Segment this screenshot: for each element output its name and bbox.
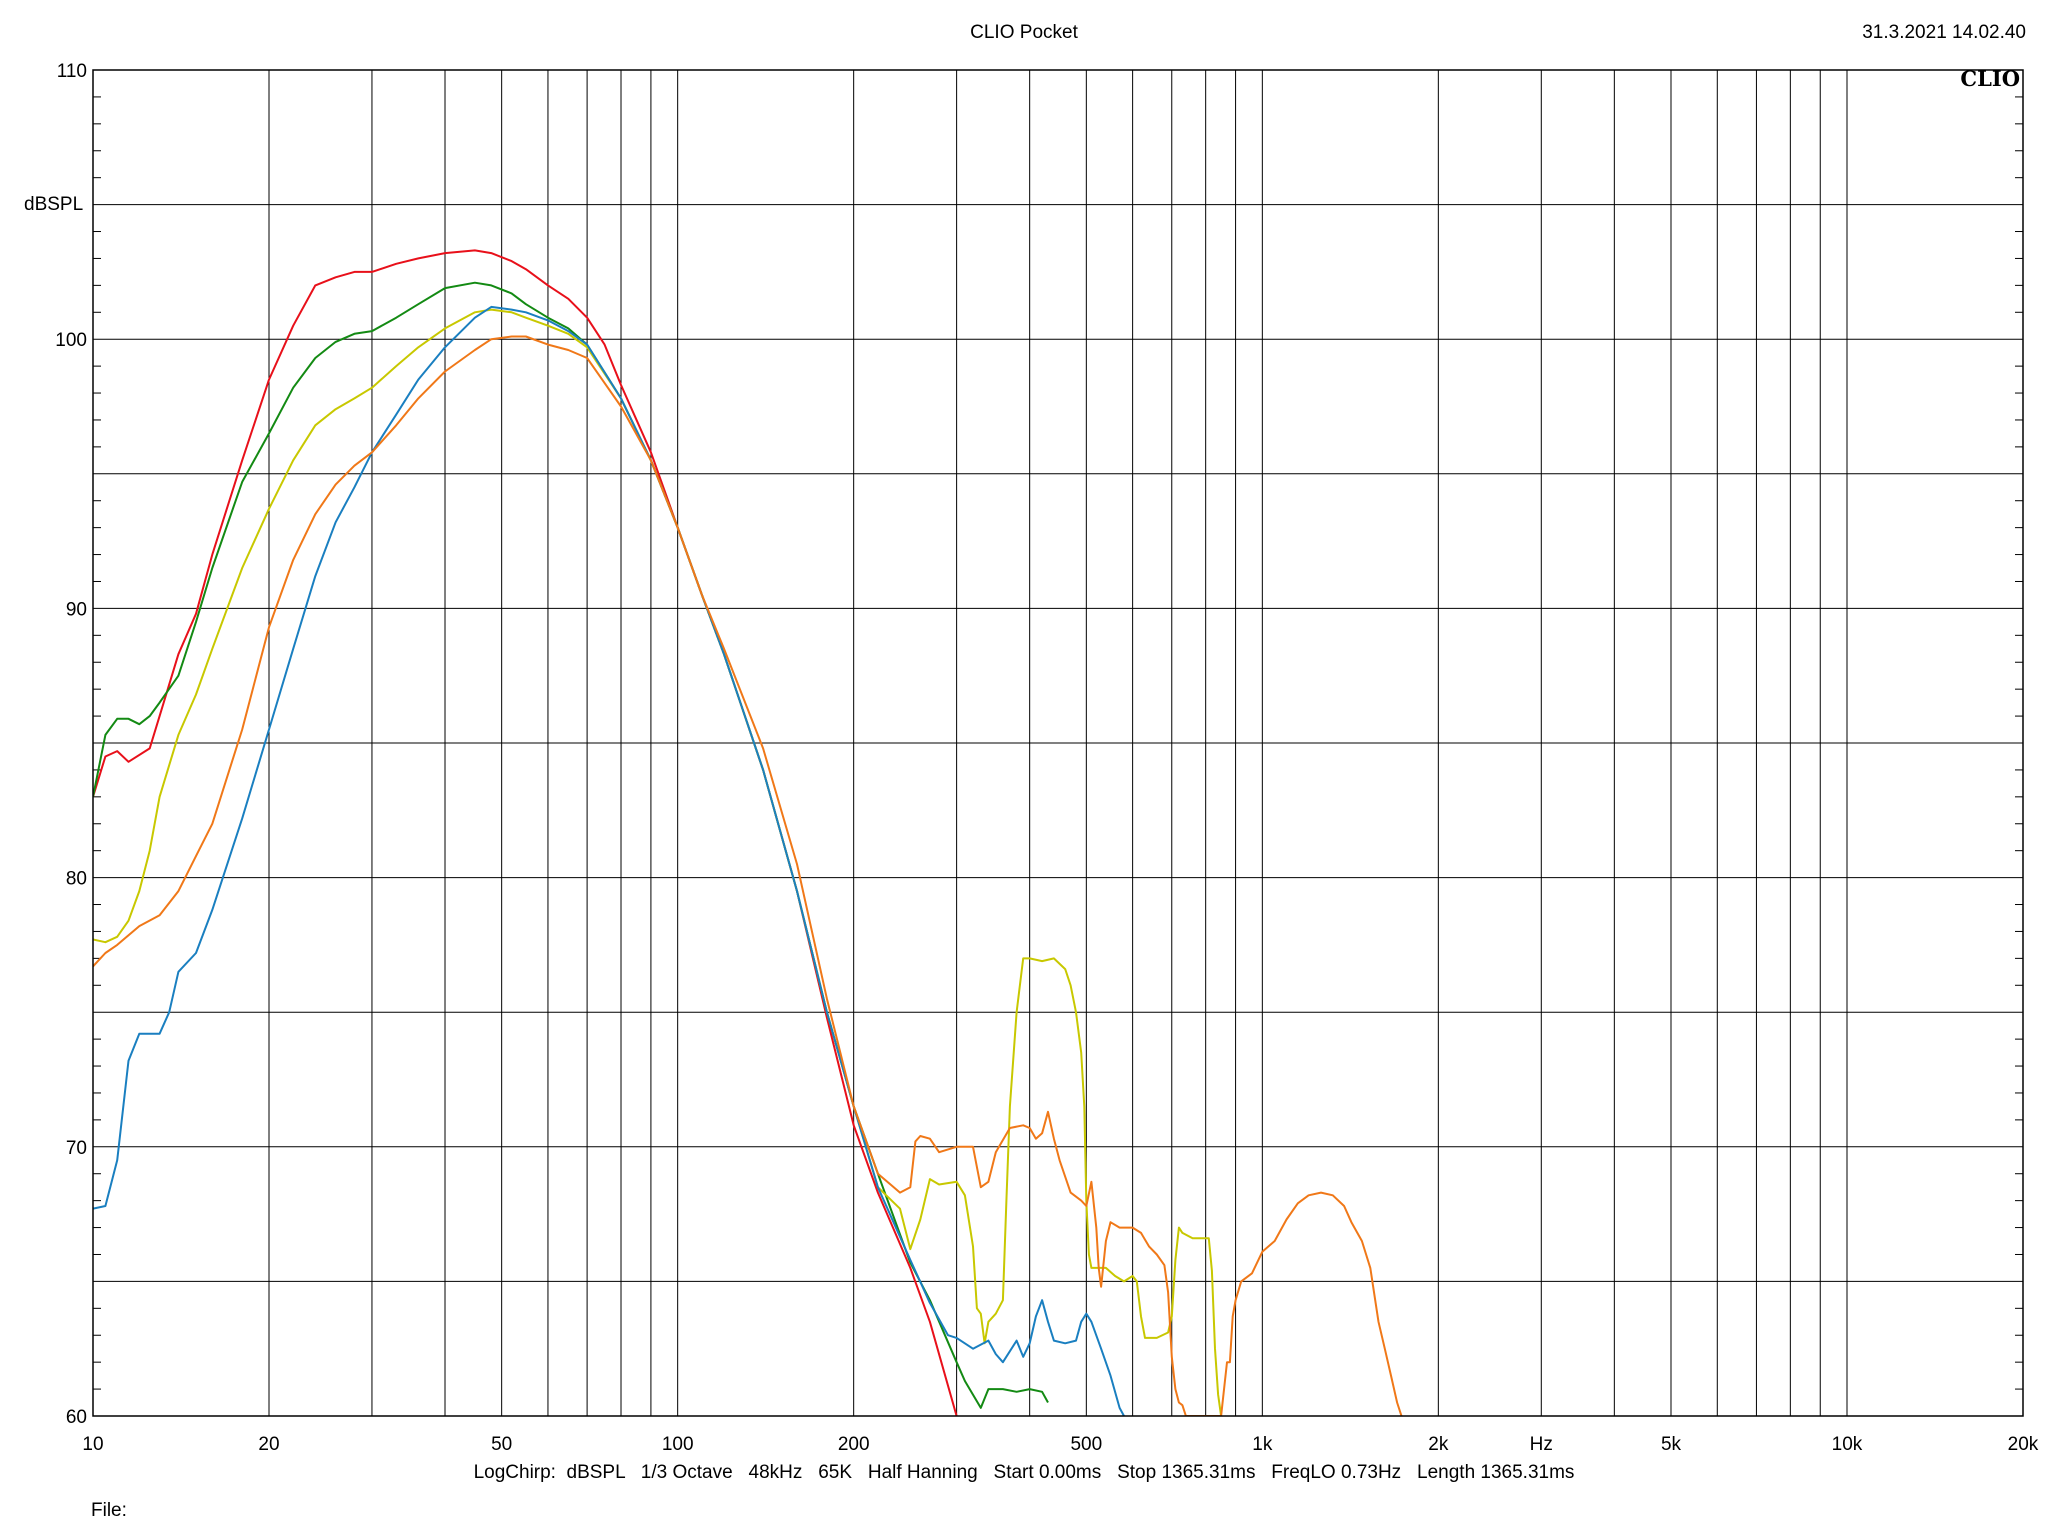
y-gridlines	[93, 96, 2023, 1390]
series-line-2	[93, 281, 1049, 1409]
y-tick-labels: 60 70 80 90 100 110	[55, 61, 87, 1428]
series-line-1	[93, 249, 958, 1416]
x-unit-label: Hz	[1530, 1434, 1553, 1455]
plot-frame	[92, 69, 2024, 1417]
measurement-timestamp: 31.3.2021 14.02.40	[1862, 22, 2026, 43]
y-tick-label: 60	[66, 1407, 87, 1428]
y-axis-label: dBSPL	[24, 194, 84, 215]
y-tick-label: 80	[66, 869, 87, 890]
x-tick-label: 1k	[1252, 1434, 1273, 1455]
x-tick-label: 20	[258, 1434, 279, 1455]
series-layer	[93, 249, 1403, 1416]
x-tick-labels: 10 20 50 100 200 500 1k 2k 5k 10k 20k Hz	[82, 1434, 2038, 1455]
x-tick-label: 100	[662, 1434, 694, 1455]
x-tick-label: 20k	[2008, 1434, 2039, 1455]
file-label: File:	[91, 1500, 127, 1521]
series-line-5	[93, 335, 1403, 1416]
x-tick-label: 10k	[1832, 1434, 1863, 1455]
y-tick-label: 70	[66, 1138, 87, 1159]
y-tick-label: 110	[57, 61, 87, 82]
x-tick-label: 5k	[1661, 1434, 1682, 1455]
y-tick-label: 90	[66, 599, 87, 620]
clio-logo: CLIO	[1960, 66, 2020, 91]
series-line-3	[93, 308, 1223, 1416]
x-tick-label: 500	[1070, 1434, 1102, 1455]
y-tick-label: 100	[55, 330, 87, 351]
x-tick-label: 50	[491, 1434, 512, 1455]
x-tick-label: 200	[838, 1434, 870, 1455]
x-tick-label: 2k	[1428, 1434, 1449, 1455]
measurement-parameters: LogChirp: dBSPL 1/3 Octave 48kHz 65K Hal…	[473, 1462, 1575, 1483]
chart-title: CLIO Pocket	[970, 22, 1078, 43]
x-tick-label: 10	[82, 1434, 103, 1455]
